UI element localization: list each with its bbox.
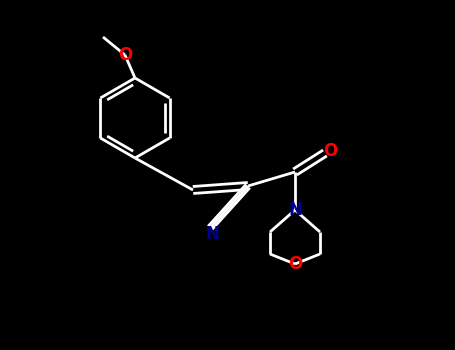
Text: N: N bbox=[205, 225, 219, 243]
Text: N: N bbox=[288, 201, 302, 219]
Text: O: O bbox=[288, 255, 302, 273]
Text: O: O bbox=[323, 142, 337, 160]
Text: O: O bbox=[118, 46, 132, 64]
